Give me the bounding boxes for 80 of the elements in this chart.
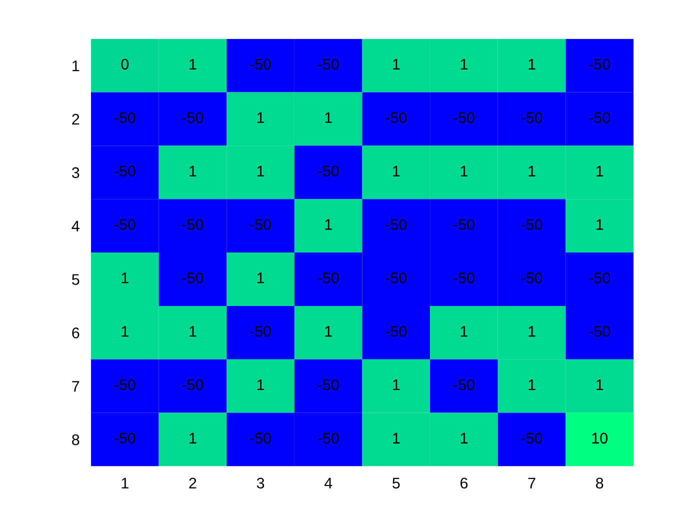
y-tick-label: 7 — [72, 381, 80, 392]
x-tick-label: 5 — [392, 478, 400, 489]
data-label: 1 — [393, 432, 400, 444]
data-label: -50 — [318, 272, 339, 284]
data-label: 1 — [596, 219, 604, 230]
data-label: 1 — [190, 432, 196, 444]
data-label: 1 — [528, 59, 536, 70]
data-label: 1 — [528, 166, 536, 176]
data-label: -50 — [589, 58, 610, 70]
y-tick-label: 8 — [72, 434, 80, 446]
data-label: -50 — [114, 379, 136, 390]
data-label: 1 — [190, 166, 196, 176]
data-label: -50 — [589, 272, 610, 284]
data-label: 1 — [528, 380, 536, 390]
y-tick-label: 1 — [72, 60, 80, 72]
data-label: -50 — [250, 432, 271, 444]
data-label: -50 — [386, 272, 407, 284]
x-tick-label: 2 — [189, 478, 196, 488]
data-label: 0 — [121, 58, 129, 70]
x-tick-label: 7 — [528, 478, 536, 488]
data-label: -50 — [114, 112, 136, 124]
data-label: -50 — [318, 379, 339, 390]
x-tick-label: 4 — [324, 478, 332, 488]
y-tick-label: 2 — [72, 114, 80, 125]
data-label: -50 — [386, 326, 407, 337]
data-label: -50 — [250, 326, 271, 337]
data-label: -50 — [182, 112, 204, 124]
data-label: -50 — [182, 379, 204, 390]
data-label: -50 — [182, 272, 204, 284]
data-label: 1 — [393, 380, 400, 390]
data-label: -50 — [454, 112, 474, 124]
y-tick-label: 6 — [72, 328, 80, 338]
data-label: 1 — [393, 166, 400, 176]
y-tick-label: 5 — [72, 274, 80, 285]
x-tick-label: 3 — [256, 478, 264, 489]
data-label: -50 — [114, 219, 136, 230]
data-label: -50 — [386, 112, 407, 124]
data-label: -50 — [454, 219, 474, 230]
x-tick-label: 8 — [596, 478, 604, 489]
data-label: 1 — [257, 112, 264, 123]
data-label: 1 — [325, 112, 332, 123]
data-label: 1 — [596, 166, 604, 176]
data-label: 10 — [592, 432, 608, 444]
data-label: 1 — [393, 59, 400, 70]
data-label: -50 — [182, 219, 204, 230]
y-tick-label: 3 — [72, 167, 80, 178]
data-label: -50 — [454, 272, 474, 284]
data-label: 1 — [528, 326, 536, 337]
data-label: 1 — [460, 59, 468, 70]
data-label: -50 — [250, 219, 271, 230]
x-tick-label: 1 — [122, 478, 128, 488]
data-label: -50 — [318, 432, 339, 444]
data-label: 1 — [460, 326, 468, 337]
data-label: -50 — [386, 219, 407, 230]
data-label: 1 — [190, 326, 196, 337]
data-label: 1 — [460, 432, 468, 444]
data-label: 1 — [325, 219, 332, 230]
data-label: -50 — [114, 166, 136, 176]
data-label: 1 — [257, 272, 264, 284]
y-tick-label: 4 — [72, 220, 80, 232]
x-tick-label: 6 — [460, 478, 468, 489]
data-label: -50 — [521, 112, 542, 124]
data-label: -50 — [589, 112, 610, 124]
data-label: -50 — [521, 432, 542, 444]
data-label: 1 — [122, 326, 128, 337]
data-label: -50 — [250, 58, 271, 70]
data-label: -50 — [454, 379, 474, 390]
data-label: 1 — [122, 272, 128, 284]
data-label: 1 — [325, 326, 332, 337]
data-label: -50 — [114, 432, 136, 444]
data-label: -50 — [318, 58, 339, 70]
data-label: 1 — [460, 166, 468, 176]
data-label: -50 — [589, 326, 610, 337]
data-label: -50 — [521, 272, 542, 284]
data-label: 1 — [596, 380, 604, 390]
data-label: 1 — [257, 380, 264, 390]
data-label: 1 — [190, 59, 196, 70]
data-label: -50 — [318, 166, 339, 176]
data-label: -50 — [521, 219, 542, 230]
data-label: 1 — [257, 166, 264, 176]
